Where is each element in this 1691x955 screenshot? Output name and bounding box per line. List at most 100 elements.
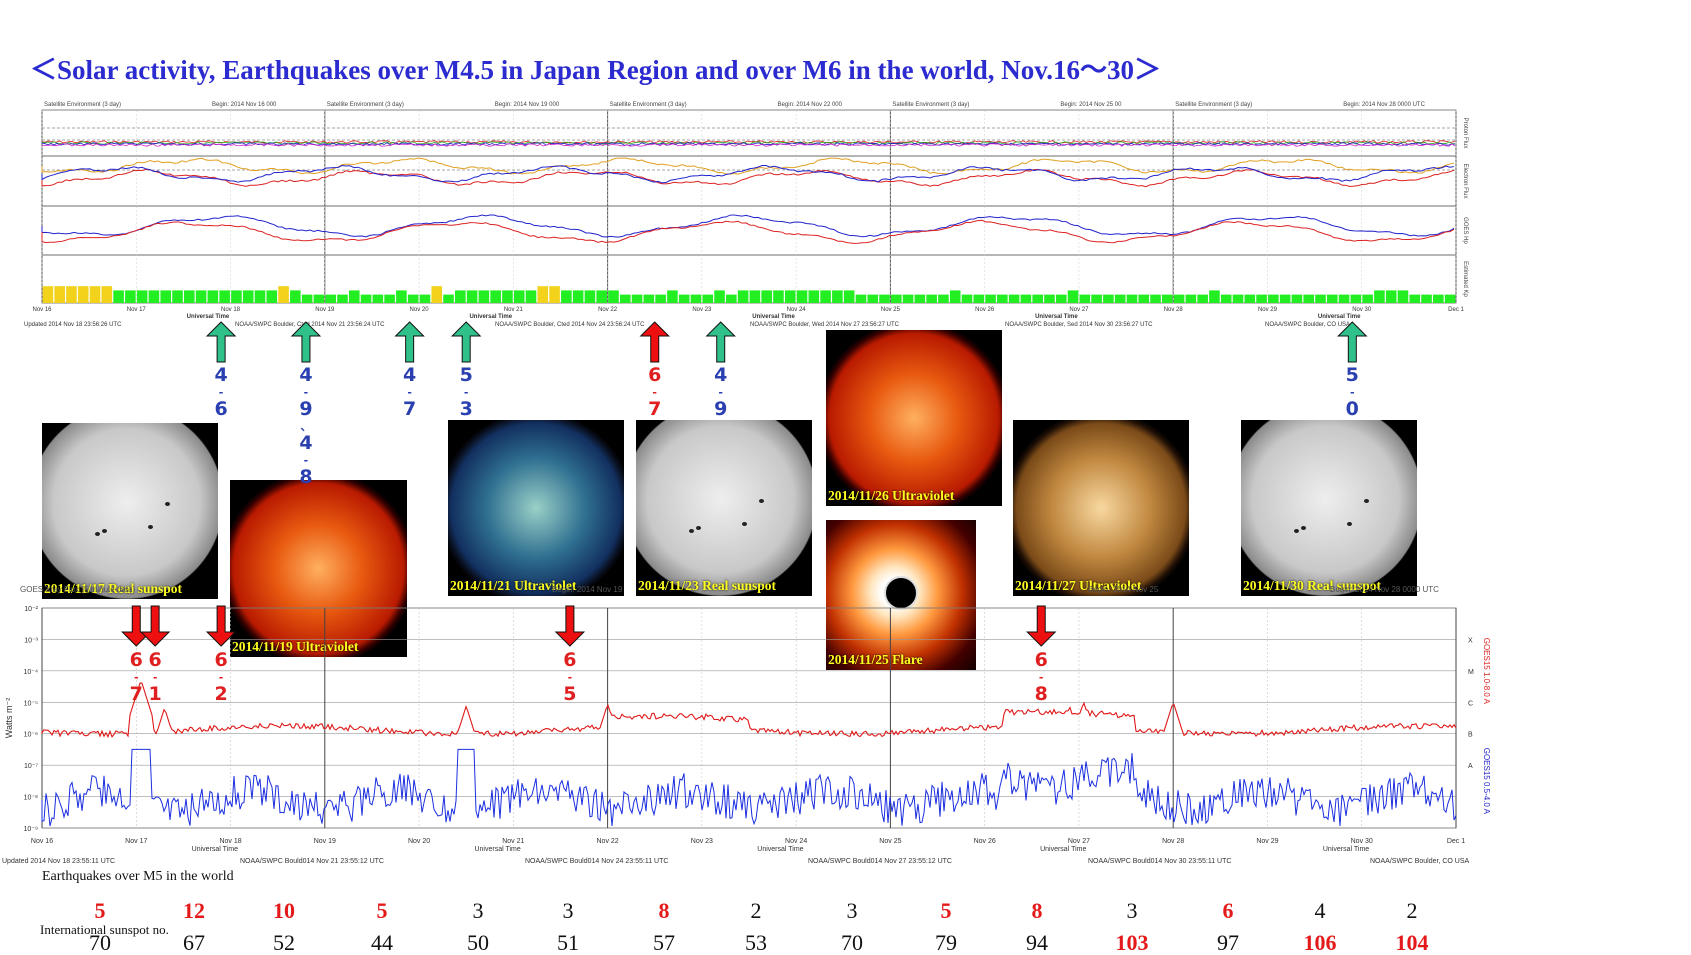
kp-bar	[761, 290, 772, 303]
x-tick-label: Nov 30	[1352, 307, 1372, 313]
sunspot-count: 103	[1115, 930, 1149, 955]
xray-frame	[41, 607, 1457, 829]
xray-class-letter: C	[1468, 700, 1473, 707]
xray-x-tick: Nov 22	[597, 838, 619, 845]
xray-x-title: Universal Time	[1040, 846, 1086, 853]
japan-magnitude-label: -	[303, 386, 309, 399]
panel-axis-label: Electron Flux	[1462, 163, 1468, 198]
panel-begin-label: Begin: 2014 Nov 16 000	[212, 102, 277, 108]
japan-magnitude-label: -	[1350, 386, 1355, 399]
kp-bar	[136, 290, 148, 303]
kp-bar	[455, 290, 466, 303]
kp-bar	[384, 294, 395, 303]
panel-begin-label: Begin: 2014 Nov 28 0000 UTC	[1343, 102, 1425, 108]
xray-updated-label: Updated 2014 Nov 18 23:55:11 UTC	[2, 858, 115, 865]
sunspot	[165, 502, 171, 507]
kp-bar	[926, 294, 937, 303]
sunspot-count: 70	[89, 930, 111, 955]
kp-bar	[1209, 290, 1220, 303]
x-tick-label: Nov 27	[1069, 307, 1089, 313]
kp-bar	[1185, 294, 1197, 303]
kp-bar	[1220, 294, 1232, 303]
japan-magnitude-label: 7	[403, 398, 417, 420]
kp-bar	[1126, 294, 1138, 303]
xray-x-title: Universal Time	[757, 846, 803, 853]
sunspot-count: 67	[183, 930, 205, 955]
kp-bar	[549, 286, 560, 303]
kp-bar	[584, 290, 596, 303]
kp-bar	[431, 286, 443, 303]
earthquake-count: 8	[658, 898, 670, 923]
kp-bar	[419, 294, 431, 303]
japan-magnitude-label: 4	[214, 364, 228, 386]
sunspot	[741, 522, 747, 527]
updated-label: Updated 2014 Nov 18 23:56:26 UTC	[24, 322, 122, 328]
kp-bar	[1291, 294, 1303, 303]
panel-frame-1	[41, 155, 1457, 207]
kp-bar	[160, 290, 172, 303]
kp-bar	[608, 290, 619, 303]
kp-bar	[513, 290, 525, 303]
kp-bar	[478, 290, 490, 303]
world-magnitude-label: 6	[1034, 649, 1048, 671]
xray-short-trace	[41, 748, 1457, 827]
sunspot	[1300, 525, 1306, 530]
sunspot-count: 70	[841, 930, 863, 955]
panel-title: Satellite Environment (3 day)	[327, 102, 404, 108]
xray-x-tick: Nov 19	[314, 838, 336, 845]
japan-magnitude-label: 、	[300, 420, 312, 433]
panel-begin-label: Begin: 2014 Nov 22 000	[778, 102, 843, 108]
panel-title: Satellite Environment (3 day)	[44, 102, 121, 108]
x-tick-label: Nov 16	[32, 307, 52, 313]
kp-bar	[949, 290, 961, 303]
x-axis-title: Universal Time	[1318, 314, 1361, 320]
kp-bar	[796, 290, 808, 303]
kp-bar	[749, 290, 761, 303]
world-magnitude-label: 6	[129, 649, 143, 671]
japan-magnitude-label: -	[652, 386, 657, 399]
kp-bar	[1138, 294, 1150, 303]
x-tick-label: Nov 26	[975, 307, 995, 313]
goes-hp-trace	[41, 219, 1455, 244]
sun-image: 2014/11/23 Real sunspot	[636, 420, 812, 596]
kp-bar	[172, 290, 183, 303]
xray-updated-label: NOAA/SWPC Bould014 Nov 30 23:55:11 UTC	[1088, 858, 1231, 865]
xray-updated-label: NOAA/SWPC Bould014 Nov 21 23:55:12 UTC	[240, 858, 384, 865]
kp-bar	[572, 290, 584, 303]
kp-bar	[148, 290, 160, 303]
xray-x-title: Universal Time	[474, 846, 520, 853]
japan-magnitude-label: 9	[299, 398, 313, 420]
kp-bar	[1444, 294, 1456, 303]
world-magnitude-label: 6	[563, 649, 577, 671]
kp-bar	[348, 290, 360, 303]
world-magnitude-label: 6	[214, 649, 228, 671]
japan-magnitude-label: 4	[714, 364, 728, 386]
xray-x-tick: Nov 21	[502, 838, 524, 845]
kp-bar	[1197, 294, 1208, 303]
electron-flux-trace	[41, 165, 1455, 184]
kp-bar	[301, 294, 313, 303]
kp-bar	[902, 294, 914, 303]
x-tick-label: Dec 1	[1448, 307, 1464, 313]
earthquake-count: 4	[1314, 898, 1326, 923]
kp-bar	[1303, 294, 1314, 303]
kp-bar	[313, 294, 325, 303]
kp-bar	[784, 290, 796, 303]
japan-magnitude-label: 0	[1345, 398, 1359, 420]
world-magnitude-label: 1	[148, 683, 162, 705]
kp-bar	[1433, 294, 1444, 303]
kp-bar	[466, 290, 478, 303]
sun-image-caption: 2014/11/27 Ultraviolet	[1015, 578, 1142, 593]
earthquake-count: 6	[1222, 898, 1234, 923]
sunspot-label: International sunspot no.	[40, 922, 169, 937]
x-tick-label: Nov 21	[504, 307, 524, 313]
sun-image-caption: 2014/11/17 Real sunspot	[44, 581, 183, 596]
x-tick-label: Nov 25	[881, 307, 901, 313]
kp-bar	[1338, 294, 1350, 303]
xray-title: GOES Xray Flux (5 minute data)	[20, 586, 135, 594]
updated-label: NOAA/SWPC Boulder, Wed 2014 Nov 27 23:56…	[750, 322, 900, 328]
satellite-environment-chart: Satellite Environment (3 day) Satellite E…	[24, 102, 1468, 328]
xray-y-tick: 10⁻⁵	[24, 700, 38, 707]
sun-image: 2014/11/30 Real sunspot	[1241, 420, 1417, 596]
panel-frame-3	[41, 254, 1457, 304]
